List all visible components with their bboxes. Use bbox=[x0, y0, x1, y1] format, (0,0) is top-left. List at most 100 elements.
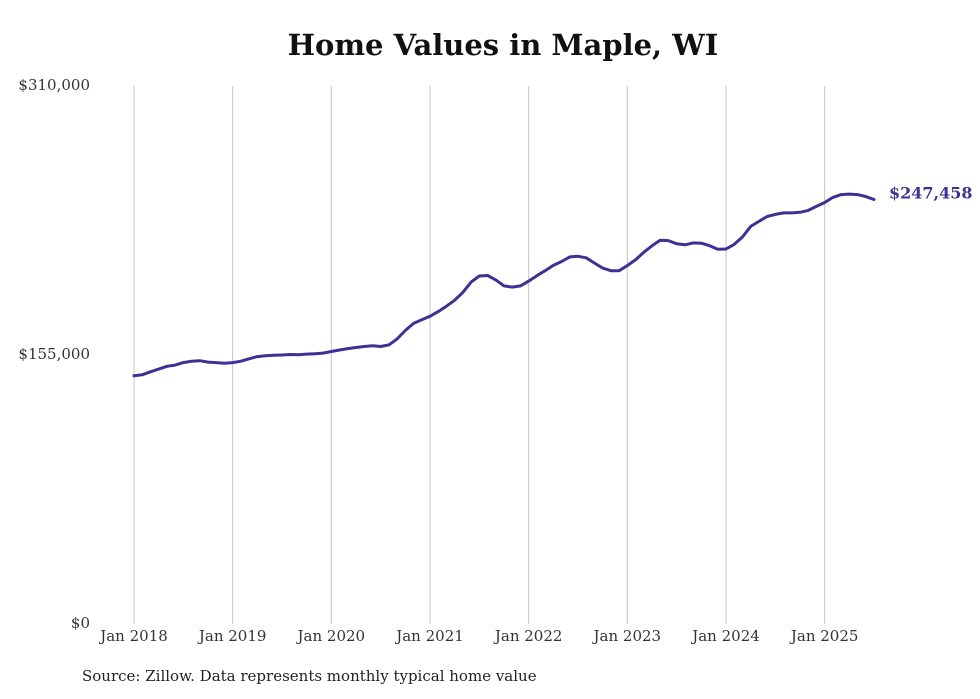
data-point bbox=[387, 343, 391, 347]
data-point bbox=[469, 280, 473, 284]
data-point bbox=[560, 260, 563, 263]
data-point bbox=[568, 255, 571, 259]
x-tick-label: Jan 2025 bbox=[789, 627, 859, 645]
data-point bbox=[330, 350, 333, 353]
data-point bbox=[807, 209, 810, 212]
end-value-label: $247,458 bbox=[889, 184, 973, 203]
data-point bbox=[395, 337, 399, 341]
data-point bbox=[691, 241, 695, 245]
data-point bbox=[749, 225, 752, 228]
data-point bbox=[790, 211, 793, 215]
data-point bbox=[511, 285, 514, 289]
data-point bbox=[182, 361, 185, 364]
data-point bbox=[757, 220, 761, 223]
data-point bbox=[486, 274, 489, 277]
data-point bbox=[247, 357, 251, 360]
data-point bbox=[297, 353, 300, 356]
data-point bbox=[733, 243, 736, 246]
data-point bbox=[428, 315, 432, 318]
data-point bbox=[716, 248, 719, 251]
data-point bbox=[256, 355, 259, 358]
x-tick-label: Jan 2019 bbox=[197, 627, 267, 645]
data-point bbox=[198, 359, 201, 362]
data-point bbox=[280, 353, 284, 357]
data-point bbox=[502, 284, 506, 288]
data-point bbox=[650, 244, 654, 247]
data-point bbox=[412, 322, 415, 325]
data-point bbox=[535, 274, 539, 277]
data-point bbox=[774, 213, 777, 216]
data-point bbox=[741, 235, 744, 239]
data-point bbox=[798, 211, 802, 214]
data-point bbox=[149, 370, 152, 373]
data-point bbox=[379, 345, 382, 348]
data-point bbox=[404, 329, 407, 332]
x-tick-label: Jan 2024 bbox=[690, 627, 760, 645]
data-point bbox=[815, 205, 818, 208]
data-point bbox=[724, 247, 728, 251]
data-point bbox=[223, 362, 226, 365]
data-point bbox=[856, 193, 859, 196]
x-tick-label: Jan 2022 bbox=[493, 627, 563, 645]
y-tick-label: $155,000 bbox=[18, 345, 90, 363]
chart-title: Home Values in Maple, WI bbox=[287, 28, 719, 62]
x-tick-label: Jan 2021 bbox=[394, 627, 464, 645]
data-point bbox=[593, 261, 596, 265]
data-point bbox=[527, 279, 530, 283]
source-note: Source: Zillow. Data represents monthly … bbox=[82, 667, 537, 685]
data-point bbox=[848, 192, 851, 196]
data-point bbox=[321, 351, 325, 355]
data-point bbox=[659, 239, 662, 242]
data-point bbox=[346, 347, 349, 350]
x-tick-label: Jan 2023 bbox=[592, 627, 662, 645]
data-point bbox=[585, 256, 588, 259]
data-point bbox=[141, 373, 144, 376]
data-point bbox=[601, 266, 604, 270]
data-point bbox=[354, 346, 358, 349]
y-axis-labels: $0 $155,000 $310,000 bbox=[18, 76, 90, 632]
data-point bbox=[338, 348, 341, 352]
data-point bbox=[206, 360, 210, 364]
data-point bbox=[576, 255, 580, 258]
data-point bbox=[626, 264, 629, 267]
data-point bbox=[823, 201, 826, 204]
data-point bbox=[420, 318, 423, 321]
data-point bbox=[765, 215, 769, 218]
data-point bbox=[272, 354, 275, 357]
x-tick-label: Jan 2020 bbox=[296, 627, 366, 645]
data-point bbox=[782, 211, 785, 215]
x-axis-labels: Jan 2018 Jan 2019 Jan 2020 Jan 2021 Jan 2022… bbox=[98, 627, 858, 645]
data-point bbox=[543, 269, 547, 272]
data-point bbox=[371, 344, 374, 347]
data-point bbox=[519, 284, 522, 288]
data-point bbox=[190, 360, 193, 363]
data-point bbox=[700, 242, 703, 245]
grid-lines bbox=[133, 86, 826, 624]
data-point bbox=[132, 374, 136, 377]
data-point bbox=[478, 274, 481, 278]
y-tick-label: $310,000 bbox=[18, 76, 90, 94]
data-point bbox=[215, 361, 218, 364]
data-point bbox=[667, 239, 670, 242]
data-point bbox=[437, 310, 440, 313]
data-point bbox=[264, 354, 267, 357]
data-point bbox=[165, 365, 169, 368]
data-point bbox=[289, 353, 292, 356]
series-layer: $247,458 bbox=[132, 184, 973, 378]
y-tick-label: $0 bbox=[71, 614, 90, 632]
data-point bbox=[839, 193, 843, 196]
data-point bbox=[642, 251, 645, 254]
x-tick-label: Jan 2018 bbox=[98, 627, 168, 645]
data-point bbox=[363, 345, 366, 348]
data-point bbox=[305, 352, 308, 356]
data-point bbox=[675, 242, 678, 245]
data-point bbox=[461, 291, 465, 294]
data-point bbox=[708, 244, 711, 247]
data-point bbox=[634, 258, 637, 261]
data-point bbox=[445, 305, 448, 308]
data-point bbox=[494, 278, 497, 282]
data-point bbox=[831, 196, 835, 199]
data-point bbox=[453, 299, 456, 302]
data-point bbox=[683, 243, 687, 246]
